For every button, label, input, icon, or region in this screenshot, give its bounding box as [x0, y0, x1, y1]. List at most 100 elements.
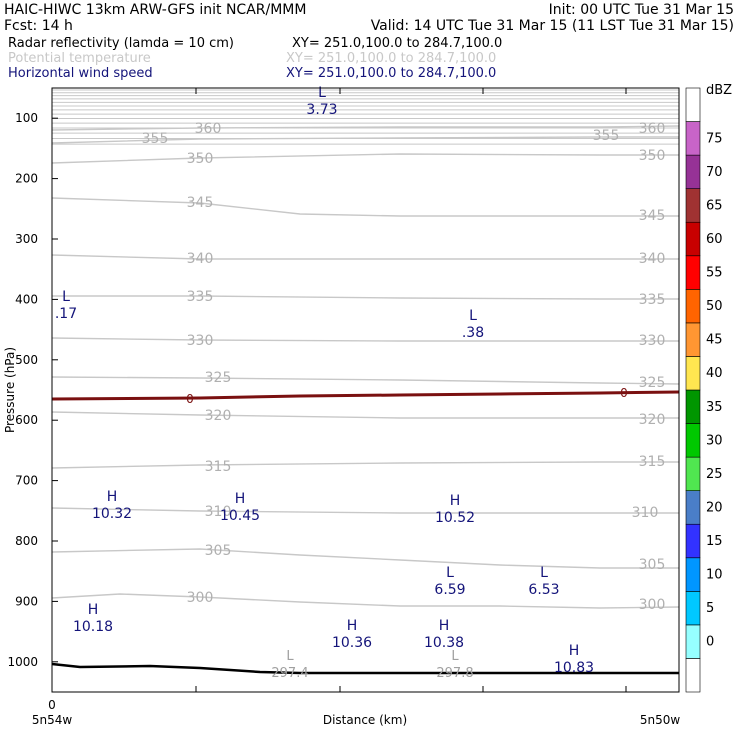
theta-label-left: 320 — [205, 408, 232, 424]
colorbar-unit: dBZ — [706, 83, 732, 98]
freezing-label-right: 0 — [620, 386, 628, 400]
field-xy-reflectivity: XY= 251.0,100.0 to 284.7,100.0 — [292, 36, 502, 51]
colorbar-swatch — [685, 221, 701, 257]
theta-label-left: 305 — [205, 543, 232, 559]
colorbar-swatch — [685, 591, 701, 626]
colorbar-level-label: 25 — [706, 467, 723, 482]
theta-label-left: 360 — [195, 121, 222, 137]
theta-label-right: 315 — [639, 454, 666, 470]
header-title: HAIC-HIWC 13km ARW-GFS init NCAR/MMM — [4, 2, 306, 18]
y-axis-label: Pressure (hPa) — [3, 347, 17, 433]
colorbar-swatch — [685, 121, 701, 156]
theta-label-left: 315 — [205, 459, 232, 475]
theta-label-right: 310 — [632, 505, 659, 521]
colorbar-level-label: 15 — [706, 534, 723, 549]
theta-contour-line — [51, 337, 679, 342]
theta-contour-line — [51, 125, 680, 131]
reflectivity-colorbar: dBZ 0 5 10 15 20 25 30 35 40 45 50 55 60 65 70 75 — [685, 83, 732, 693]
theta-contour-line — [51, 136, 679, 144]
theta-label-left: 335 — [187, 289, 214, 305]
theta-label-left: 300 — [187, 590, 214, 606]
colorbar-swatch — [685, 322, 701, 357]
field-name-theta: Potential temperature — [8, 51, 151, 66]
colorbar-level-label: 10 — [706, 568, 723, 583]
y-tick-label: 800 — [15, 534, 38, 548]
x-start-label: 5n54w — [32, 713, 73, 727]
header-valid: Valid: 14 UTC Tue 31 Mar 15 (11 LST Tue … — [371, 18, 734, 34]
wind-extremum-value: 10.45 — [220, 508, 260, 524]
colorbar-level-label: 65 — [706, 198, 723, 213]
y-tick-label: 100 — [15, 111, 38, 125]
plot-frame — [51, 87, 680, 693]
field-name-wind: Horizontal wind speed — [8, 66, 153, 81]
wind-extremum-type: H — [347, 618, 358, 634]
theta-contour-line — [51, 153, 679, 164]
colorbar-swatch — [685, 490, 701, 525]
colorbar-level-label: 55 — [706, 266, 723, 281]
colorbar-swatch — [685, 188, 701, 223]
theta-label-right: 300 — [639, 597, 666, 613]
wind-extremum-value: 3.73 — [306, 102, 337, 118]
wind-extremum-value: 10.38 — [424, 635, 464, 651]
colorbar-level-label: 5 — [706, 601, 714, 616]
header-init: Init: 00 UTC Tue 31 Mar 15 — [549, 2, 734, 18]
wind-extremum-type: L — [469, 308, 477, 324]
wind-extremum-type: L — [62, 289, 70, 305]
wind-extremum-value: 6.53 — [528, 582, 559, 598]
colorbar-swatch — [685, 557, 701, 592]
theta-labels: 360 360 355 355 350 350 345 345 340 340 335 335 330 3… — [142, 121, 666, 613]
wind-extremum-type: H — [450, 493, 461, 509]
theta-label-left: 345 — [187, 195, 214, 211]
theta-extremum-value: 297.8 — [436, 666, 473, 681]
theta-label-right: 305 — [639, 557, 666, 573]
y-tick-label: 600 — [15, 413, 38, 427]
theta-label-left: 310 — [205, 504, 232, 520]
y-tick-label: 400 — [15, 292, 38, 306]
theta-contour-line — [52, 295, 679, 300]
wind-extremum-value: 10.52 — [435, 510, 475, 526]
y-tick-label: 300 — [15, 232, 38, 246]
colorbar-level-label: 50 — [706, 299, 723, 314]
colorbar-swatch — [685, 356, 701, 391]
theta-contour-line — [51, 197, 679, 217]
theta-label-right: 320 — [639, 412, 666, 428]
wind-extremum-value: 10.83 — [554, 660, 594, 676]
theta-extremum-type: L — [286, 649, 294, 664]
wind-extremum-value: .17 — [55, 306, 77, 322]
theta-label-right: 360 — [639, 121, 666, 137]
colorbar-swatch — [685, 658, 701, 693]
y-tick-label: 1000 — [7, 655, 38, 669]
theta-contour-line — [51, 593, 680, 609]
plot-area: 0 0 360 360 355 355 350 350 345 345 340 340 335 335… — [3, 85, 680, 727]
y-tick-label: 500 — [15, 353, 38, 367]
colorbar-level-label: 40 — [706, 366, 723, 381]
colorbar-swatch — [685, 255, 701, 290]
theta-label-right: 345 — [639, 208, 666, 224]
wind-extremum-type: H — [235, 491, 246, 507]
theta-label-left: 325 — [205, 370, 232, 386]
y-tick-label: 700 — [15, 474, 38, 488]
theta-label-left: 330 — [187, 333, 214, 349]
colorbar-level-label: 70 — [706, 165, 723, 180]
wind-extremum-value: 10.18 — [73, 619, 113, 635]
theta-label-right: 330 — [639, 333, 666, 349]
theta-extremum-type: L — [451, 649, 459, 664]
colorbar-swatch — [685, 423, 701, 458]
colorbar-swatch — [685, 456, 701, 491]
wind-extremum-value: 6.59 — [434, 582, 465, 598]
wind-extremum-type: H — [569, 643, 580, 659]
wind-extremum-type: H — [439, 618, 450, 634]
y-tick-label: 900 — [15, 594, 38, 608]
freezing-level-line — [51, 390, 680, 401]
theta-contour-line — [51, 548, 679, 569]
wind-extremum-value: 10.36 — [332, 635, 372, 651]
theta-contours — [51, 89, 680, 609]
colorbar-swatch — [685, 87, 701, 122]
theta-contour-line — [51, 507, 679, 514]
theta-label-right: 355 — [593, 128, 620, 144]
y-tick-label: 200 — [15, 172, 38, 186]
wind-extremum-type: L — [540, 565, 548, 581]
colorbar-swatch — [685, 389, 701, 424]
surface-pressure-line — [51, 662, 679, 675]
wind-extrema: L3.73L.17 L.38H10.32H10.45H10.52L6.59L6.5… — [55, 85, 594, 681]
